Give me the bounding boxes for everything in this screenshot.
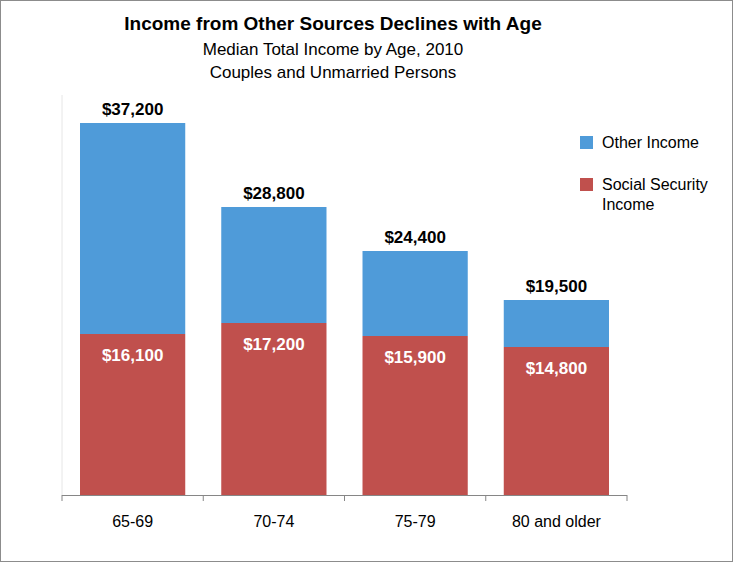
bar-segment <box>504 300 609 347</box>
legend-label-line: Income <box>602 196 655 213</box>
bars <box>80 123 609 495</box>
total-label: $19,500 <box>526 277 587 296</box>
legend-label-line: Other Income <box>602 134 699 151</box>
chart-container: Income from Other Sources Declines with … <box>0 0 733 562</box>
legend: Other Income Social Security Income <box>580 134 712 213</box>
legend-label: Other Income <box>602 134 699 151</box>
legend-swatch <box>580 136 593 149</box>
total-label: $28,800 <box>243 184 304 203</box>
y-axis-line <box>62 95 63 495</box>
title: Income from Other Sources Declines with … <box>124 13 541 34</box>
subtitle: Couples and Unmarried Persons <box>210 63 457 82</box>
total-label: $37,200 <box>102 100 163 119</box>
bar-segment <box>80 123 185 334</box>
x-tick-label: 75-79 <box>395 513 436 530</box>
data-label: $14,800 <box>526 359 587 378</box>
x-tick-label: 65-69 <box>112 513 153 530</box>
total-label: $24,400 <box>384 228 445 247</box>
legend-label: Social Security Income <box>602 176 712 213</box>
bar-segment <box>221 207 326 323</box>
bar-segment <box>221 323 326 495</box>
bar-segment <box>80 334 185 495</box>
chart-border <box>1 1 733 562</box>
subtitle: Median Total Income by Age, 2010 <box>203 40 464 59</box>
labels: $16,100 $17,200 $15,900 $14,800 $37,200 $28,8… <box>102 100 587 378</box>
bar-segment <box>363 336 468 495</box>
bar-segment <box>363 251 468 336</box>
x-tick <box>62 495 63 501</box>
bar-segment <box>504 347 609 495</box>
x-tick <box>485 495 486 501</box>
x-tick <box>627 495 628 501</box>
data-label: $16,100 <box>102 346 163 365</box>
data-label: $15,900 <box>384 348 445 367</box>
legend-swatch <box>580 178 593 191</box>
chart-svg: Income from Other Sources Declines with … <box>0 0 733 562</box>
x-tick-label: 70-74 <box>253 513 294 530</box>
data-label: $17,200 <box>243 335 304 354</box>
x-tick-label: 80 and older <box>512 513 602 530</box>
x-tick <box>344 495 345 501</box>
legend-label-line: Social Security <box>602 176 712 193</box>
x-tick <box>203 495 204 501</box>
